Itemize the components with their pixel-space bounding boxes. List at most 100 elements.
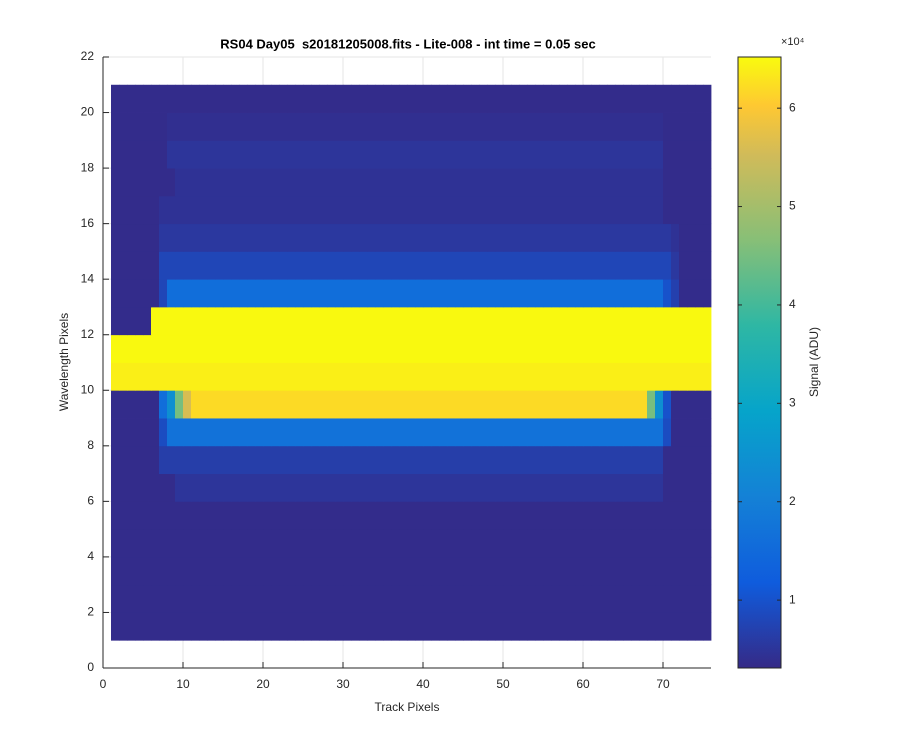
- heatmap-cell: [199, 445, 208, 474]
- heatmap-cell: [575, 251, 584, 280]
- heatmap-cell: [383, 306, 392, 336]
- heatmap-cell: [591, 584, 600, 613]
- heatmap-cell: [287, 362, 296, 391]
- heatmap-cell: [679, 334, 688, 363]
- heatmap-cell: [231, 334, 240, 363]
- heatmap-cell: [295, 251, 304, 280]
- heatmap-cell: [607, 306, 616, 336]
- heatmap-cell: [119, 612, 128, 641]
- heatmap-cell: [479, 84, 488, 113]
- heatmap-cell: [279, 529, 288, 558]
- heatmap-cell: [167, 251, 176, 280]
- heatmap-cell: [191, 556, 200, 586]
- heatmap-cell: [295, 279, 304, 308]
- heatmap-cell: [479, 529, 488, 558]
- heatmap-cell: [599, 612, 608, 641]
- heatmap-cell: [479, 612, 488, 641]
- heatmap-cell: [111, 584, 120, 613]
- heatmap-cell: [543, 306, 552, 336]
- heatmap-cell: [575, 584, 584, 613]
- heatmap-cell: [527, 334, 536, 363]
- heatmap-cell: [359, 168, 368, 197]
- heatmap-cell: [175, 584, 184, 613]
- heatmap-cell: [583, 168, 592, 197]
- heatmap-cell: [631, 612, 640, 641]
- heatmap-cell: [383, 529, 392, 558]
- heatmap-cell: [239, 223, 248, 252]
- heatmap-cell: [647, 529, 656, 558]
- heatmap-cell: [119, 334, 128, 363]
- heatmap-cell: [687, 473, 696, 502]
- heatmap-cell: [671, 195, 680, 225]
- heatmap-cell: [119, 84, 128, 113]
- heatmap-cell: [471, 556, 480, 586]
- heatmap-cell: [567, 279, 576, 308]
- heatmap-cell: [431, 473, 440, 502]
- heatmap-cell: [391, 390, 400, 419]
- heatmap-cell: [423, 418, 432, 447]
- heatmap-cell: [391, 584, 400, 613]
- heatmap-cell: [535, 473, 544, 502]
- heatmap-cell: [351, 473, 360, 502]
- heatmap-cell: [295, 84, 304, 113]
- heatmap-cell: [519, 195, 528, 225]
- heatmap-cell: [239, 473, 248, 502]
- heatmap-cell: [415, 612, 424, 641]
- heatmap-cell: [375, 334, 384, 363]
- heatmap-cell: [447, 556, 456, 586]
- heatmap-cell: [455, 445, 464, 474]
- heatmap-cell: [231, 584, 240, 613]
- heatmap-cell: [327, 473, 336, 502]
- heatmap-cell: [695, 556, 704, 586]
- heatmap-cell: [455, 140, 464, 169]
- heatmap-cell: [591, 306, 600, 336]
- heatmap-cell: [687, 612, 696, 641]
- heatmap-cell: [303, 279, 312, 308]
- heatmap-cell: [647, 584, 656, 613]
- heatmap-cell: [583, 362, 592, 391]
- heatmap-cell: [671, 390, 680, 419]
- heatmap-cell: [247, 529, 256, 558]
- heatmap-cell: [543, 584, 552, 613]
- heatmap-cell: [479, 584, 488, 613]
- heatmap-cell: [183, 445, 192, 474]
- heatmap-cell: [559, 501, 568, 530]
- heatmap-cell: [151, 418, 160, 447]
- heatmap-cell: [695, 195, 704, 225]
- heatmap-cell: [511, 306, 520, 336]
- heatmap-cell: [655, 529, 664, 558]
- heatmap-cell: [319, 501, 328, 530]
- heatmap-cell: [111, 473, 120, 502]
- heatmap-cell: [167, 612, 176, 641]
- heatmap-cell: [159, 112, 168, 141]
- heatmap-cell: [375, 223, 384, 252]
- heatmap-cell: [303, 168, 312, 197]
- heatmap-cell: [119, 251, 128, 280]
- heatmap-cell: [407, 445, 416, 474]
- heatmap-cell: [175, 529, 184, 558]
- heatmap-cell: [167, 501, 176, 530]
- heatmap-cell: [575, 306, 584, 336]
- heatmap-cell: [135, 279, 144, 308]
- heatmap-cell: [127, 556, 136, 586]
- heatmap-cell: [215, 390, 224, 419]
- heatmap-cell: [335, 584, 344, 613]
- heatmap-cell: [575, 279, 584, 308]
- heatmap-cell: [399, 556, 408, 586]
- heatmap-cell: [543, 418, 552, 447]
- heatmap-cell: [367, 445, 376, 474]
- heatmap-cell: [479, 501, 488, 530]
- heatmap-cell: [271, 279, 280, 308]
- heatmap-cell: [407, 529, 416, 558]
- heatmap-cell: [335, 473, 344, 502]
- heatmap-cell: [271, 168, 280, 197]
- heatmap-cell: [535, 418, 544, 447]
- heatmap-cell: [119, 279, 128, 308]
- heatmap-cell: [551, 445, 560, 474]
- heatmap-cell: [159, 306, 168, 336]
- heatmap-cell: [591, 529, 600, 558]
- heatmap-cell: [351, 251, 360, 280]
- heatmap-cell: [239, 418, 248, 447]
- heatmap-cell: [263, 251, 272, 280]
- heatmap-cell: [455, 195, 464, 225]
